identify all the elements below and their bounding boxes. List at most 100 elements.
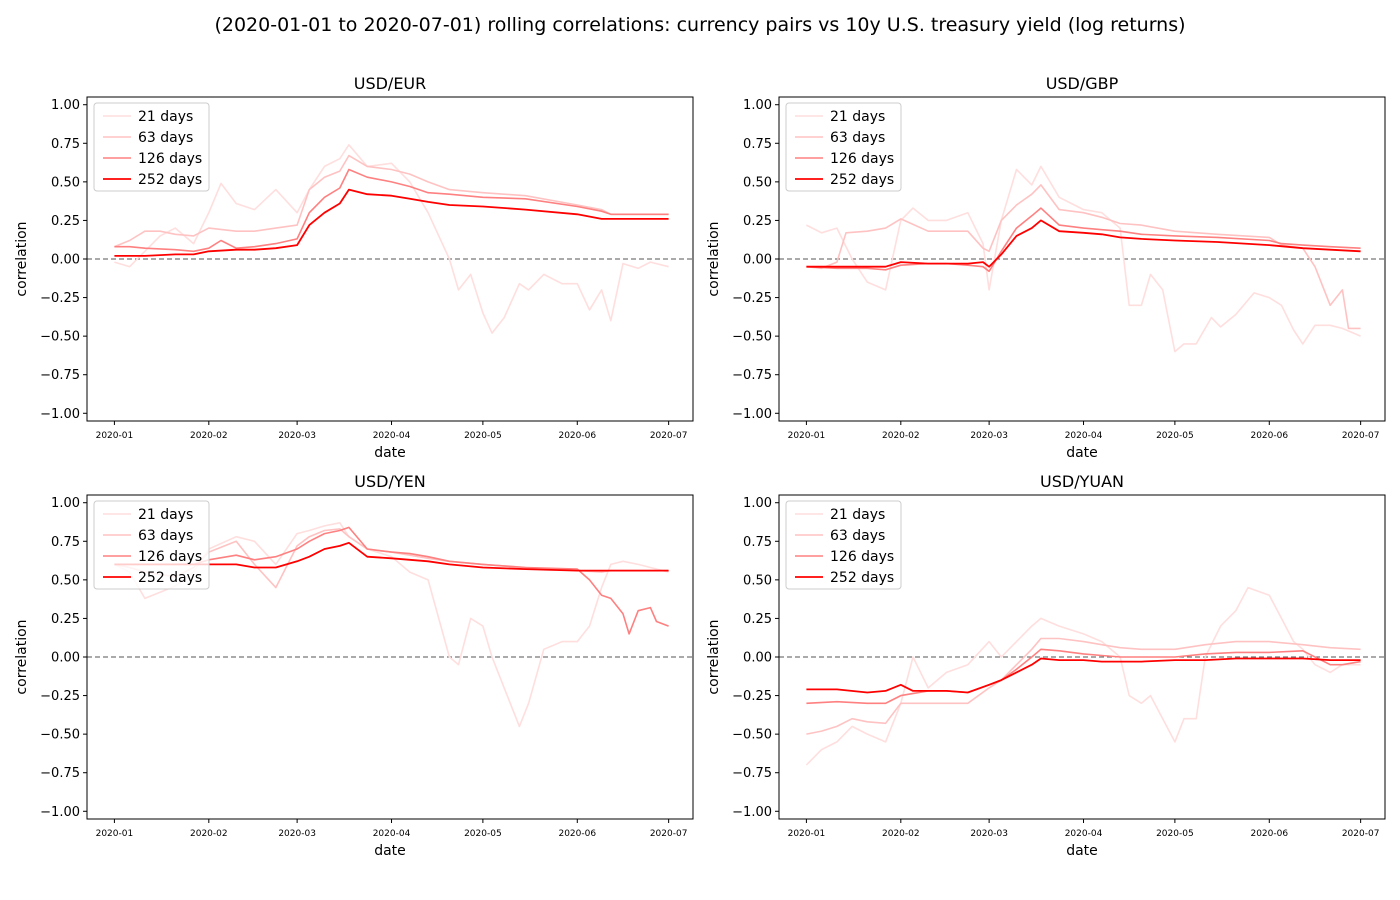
legend-label: 21 days (138, 109, 193, 125)
y-tick-label: −0.75 (40, 368, 80, 383)
x-tick-label: 2020-03 (970, 431, 1008, 441)
y-tick-label: −0.50 (732, 728, 772, 743)
y-tick-label: −1.00 (732, 407, 772, 422)
series-line-252-days (806, 657, 1361, 694)
y-tick-label: −1.00 (40, 407, 80, 422)
y-tick-label: 1.00 (743, 496, 772, 511)
y-tick-label: 0.25 (743, 612, 772, 627)
y-axis-label: correlation (14, 619, 30, 694)
series-line-252-days (806, 219, 1361, 268)
legend-label: 21 days (830, 109, 885, 125)
y-tick-label: −1.00 (40, 805, 80, 820)
x-axis-label: date (1066, 445, 1098, 461)
x-tick-label: 2020-06 (1250, 829, 1288, 839)
x-tick-label: 2020-03 (278, 431, 316, 441)
y-tick-label: 1.00 (51, 496, 80, 511)
y-tick-label: −0.50 (732, 330, 772, 345)
legend-label: 126 days (138, 549, 202, 565)
y-tick-label: 1.00 (51, 98, 80, 113)
subplot-usd-eur: −1.00 −0.75 −0.50 −0.25 0.00 0.25 0.50 0.75 1.00… (14, 74, 694, 461)
x-tick-label: 2020-04 (1065, 431, 1103, 441)
x-tick-label: 2020-01 (788, 431, 826, 441)
x-tick-label: 2020-01 (96, 431, 134, 441)
y-tick-label: 0.25 (51, 214, 80, 229)
y-tick-label: 0.00 (51, 651, 80, 666)
y-tick-label: −0.50 (40, 728, 80, 743)
subplot-usd-yen: −1.00 −0.75 −0.50 −0.25 0.00 0.25 0.50 0.75 1.00… (14, 472, 694, 859)
legend-label: 63 days (830, 130, 885, 146)
y-tick-label: −0.75 (732, 368, 772, 383)
x-tick-label: 2020-02 (190, 829, 228, 839)
y-tick-label: 0.00 (743, 651, 772, 666)
x-tick-label: 2020-02 (190, 431, 228, 441)
subplot-title: USD/YUAN (1040, 472, 1124, 491)
x-tick-label: 2020-04 (373, 431, 411, 441)
legend-label: 252 days (138, 570, 202, 586)
y-tick-label: −0.50 (40, 330, 80, 345)
legend: 21 days 63 days 126 days 252 days (785, 500, 902, 590)
y-tick-label: −0.25 (40, 689, 80, 704)
y-tick-label: 0.75 (51, 137, 80, 152)
x-tick-label: 2020-05 (1156, 829, 1194, 839)
y-tick-label: 0.75 (743, 535, 772, 550)
y-tick-label: −0.75 (40, 766, 80, 781)
x-tick-label: 2020-07 (1342, 431, 1380, 441)
x-tick-label: 2020-04 (1065, 829, 1103, 839)
x-tick-label: 2020-05 (464, 829, 502, 839)
y-tick-label: 0.75 (51, 535, 80, 550)
y-axis-label: correlation (706, 221, 722, 296)
series-group (805, 586, 1361, 766)
series-line-126-days (806, 207, 1361, 273)
legend-label: 252 days (830, 570, 894, 586)
y-axis-label: correlation (14, 221, 30, 296)
y-tick-label: 0.25 (51, 612, 80, 627)
legend: 21 days 63 days 126 days 252 days (93, 102, 210, 192)
y-tick-label: 0.75 (743, 137, 772, 152)
x-tick-label: 2020-06 (558, 829, 596, 839)
series-line-21-days (114, 144, 669, 334)
y-tick-label: −0.25 (732, 689, 772, 704)
x-tick-label: 2020-03 (278, 829, 316, 839)
x-tick-label: 2020-07 (650, 829, 688, 839)
series-line-126-days (806, 648, 1361, 705)
y-tick-label: 1.00 (743, 98, 772, 113)
x-tick-label: 2020-05 (1156, 431, 1194, 441)
x-tick-label: 2020-02 (882, 431, 920, 441)
y-tick-label: 0.50 (51, 573, 80, 588)
series-line-63-days (114, 154, 669, 248)
legend: 21 days 63 days 126 days 252 days (785, 102, 902, 192)
y-tick-label: 0.00 (51, 253, 80, 268)
series-line-252-days (114, 188, 669, 257)
x-tick-label: 2020-02 (882, 829, 920, 839)
legend-label: 63 days (138, 528, 193, 544)
series-line-126-days (114, 168, 669, 253)
legend-label: 252 days (138, 172, 202, 188)
x-tick-label: 2020-04 (373, 829, 411, 839)
series-group (806, 165, 1361, 353)
x-tick-label: 2020-06 (558, 431, 596, 441)
y-axis-label: correlation (706, 619, 722, 694)
x-axis-label: date (374, 445, 406, 461)
legend-box (93, 500, 210, 590)
legend-label: 21 days (830, 507, 885, 523)
legend-label: 126 days (830, 151, 894, 167)
x-tick-label: 2020-07 (650, 431, 688, 441)
legend-label: 63 days (830, 528, 885, 544)
legend-label: 63 days (138, 130, 193, 146)
x-axis-label: date (1066, 843, 1098, 859)
y-tick-label: 0.00 (743, 253, 772, 268)
y-tick-label: −0.25 (40, 291, 80, 306)
x-tick-label: 2020-01 (96, 829, 134, 839)
legend-label: 21 days (138, 507, 193, 523)
legend-box (785, 500, 902, 590)
subplot-title: USD/YEN (354, 472, 425, 491)
x-tick-label: 2020-03 (970, 829, 1008, 839)
legend-label: 252 days (830, 172, 894, 188)
y-tick-label: −0.75 (732, 766, 772, 781)
y-tick-label: −1.00 (732, 805, 772, 820)
subplot-title: USD/GBP (1046, 74, 1119, 93)
subplot-title: USD/EUR (354, 74, 427, 93)
x-tick-label: 2020-01 (788, 829, 826, 839)
